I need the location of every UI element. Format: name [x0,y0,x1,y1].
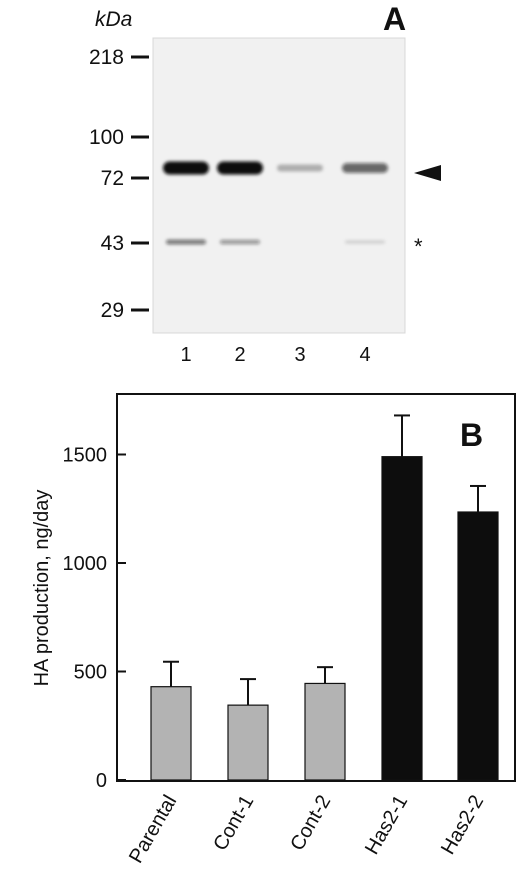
bar [304,682,346,781]
mw-marker: 218 [89,46,149,69]
panel-b-label: B [460,417,483,453]
lane-label: 2 [234,344,245,366]
bar-series [150,414,499,781]
asterisk-marker: * [414,234,423,259]
mw-marker-label: 218 [89,46,124,69]
mw-markers: 218 100 72 43 29 [89,46,149,322]
lane-labels: 1 2 3 4 [180,344,370,366]
y-axis: 0 500 1000 1500 [63,445,126,792]
kda-label: kDa [95,8,132,31]
mw-marker-label: 72 [101,167,124,190]
bar [381,456,423,781]
arrowhead-icon [414,165,441,181]
band-72kda [217,161,263,175]
plot-frame [116,393,516,782]
x-tick-label: Cont-2 [286,792,335,855]
band-43kda [220,239,260,245]
lane-label: 3 [294,344,305,366]
panel-a-blot: kDa A 218 100 72 43 29 [89,1,441,366]
x-tick-label: Has2-1 [361,792,412,859]
blot-membrane [152,37,406,334]
lane-label: 1 [180,344,191,366]
x-tick-label: Has2-2 [437,792,488,859]
y-tick-label: 500 [74,662,107,684]
y-tick-label: 1000 [63,553,108,575]
blot-bands [163,161,388,245]
band-72kda [277,164,323,172]
mw-marker: 72 [101,167,149,190]
mw-marker: 100 [89,126,149,149]
x-tick-label: Parental [125,792,181,868]
bar [457,511,499,781]
bar [227,704,269,781]
x-axis-labels: Parental Cont-1 Cont-2 Has2-1 Has2-2 [125,792,488,868]
y-tick-label: 0 [96,770,107,792]
panel-a-label: A [383,1,406,37]
mw-marker: 29 [101,299,149,322]
band-72kda [342,163,388,173]
x-tick-label: Cont-1 [209,792,258,855]
mw-marker: 43 [101,232,149,255]
bar [150,686,192,781]
mw-marker-label: 43 [101,232,124,255]
panel-b-chart: B HA production, ng/day 0 500 1000 1500 Par… [31,393,516,868]
lane-label: 4 [359,344,370,366]
band-43kda [166,239,206,245]
y-tick-label: 1500 [63,445,108,467]
band-72kda [163,161,209,175]
band-43kda [345,240,385,244]
mw-marker-label: 29 [101,299,124,322]
mw-marker-label: 100 [89,126,124,149]
y-axis-title: HA production, ng/day [31,490,53,687]
